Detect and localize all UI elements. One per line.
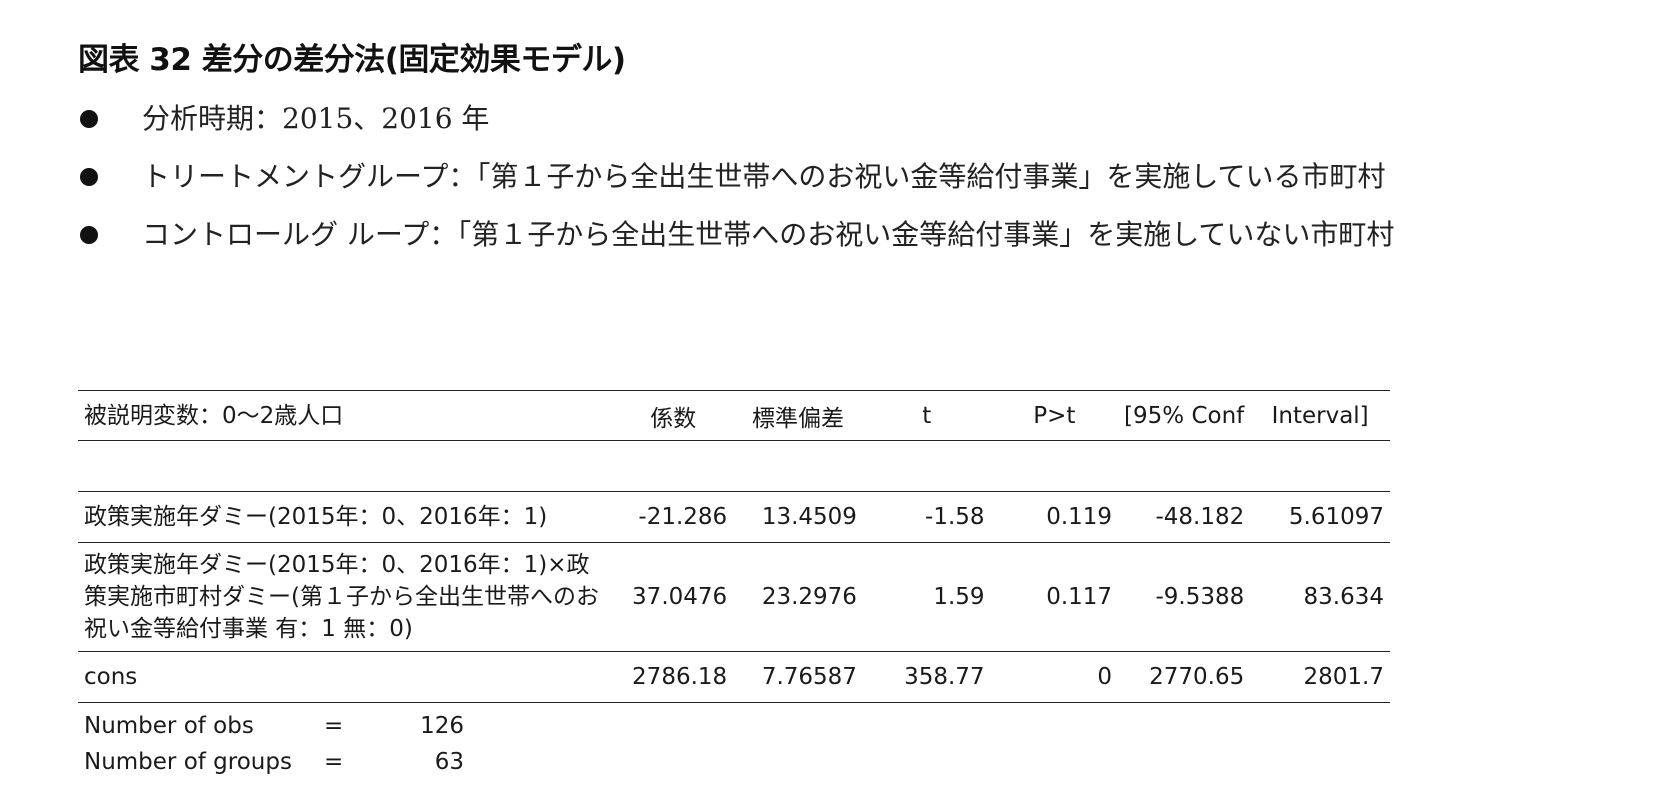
table-cell: 0.117: [990, 542, 1119, 652]
table-header-row: 被説明変数：0～2歳人口 係数 標準偏差 t P>t [95% Conf Int…: [78, 390, 1390, 441]
table-cell: 83.634: [1250, 542, 1390, 652]
stat-line: Number of groups = 63: [84, 744, 464, 780]
stat-equals: =: [324, 713, 344, 739]
table-cell: -21.286: [613, 491, 734, 543]
bullet-list: 分析時期：2015、2016 年 トリートメントグループ：「第１子から全出生世帯…: [78, 90, 1578, 264]
column-header: [95% Conf: [1118, 390, 1251, 441]
table-cell: 0.119: [990, 491, 1119, 543]
table-cell: 5.61097: [1250, 491, 1390, 543]
table-cell: 2786.18: [613, 651, 734, 703]
stat-label: Number of obs: [84, 713, 254, 739]
bullet-dot-icon: [80, 226, 98, 244]
column-header: 係数: [613, 390, 734, 441]
table-cell: 23.2976: [733, 542, 863, 652]
bullet-text: コントロールグ ループ：「第１子から全出生世帯へのお祝い金等給付事業」を実施して…: [142, 218, 1395, 251]
stat-label: Number of groups: [84, 749, 292, 775]
table-cell: 7.76587: [733, 651, 863, 703]
bullet-item: コントロールグ ループ：「第１子から全出生世帯へのお祝い金等給付事業」を実施して…: [78, 206, 1578, 264]
column-header: Interval]: [1250, 390, 1390, 441]
table-cell-label: 政策実施年ダミー(2015年：0、2016年：1)×政策実施市町村ダミー(第１子…: [78, 542, 614, 652]
stat-equals: =: [324, 749, 344, 775]
stat-value: 126: [420, 713, 464, 739]
table-row: 政策実施年ダミー(2015年：0、2016年：1) -21.286 13.450…: [78, 491, 1390, 543]
column-header: 標準偏差: [733, 390, 863, 441]
bullet-text: 分析時期：2015、2016 年: [142, 102, 490, 135]
stat-value: 63: [434, 749, 464, 775]
table-cell: -48.182: [1118, 491, 1251, 543]
table-cell-label: 政策実施年ダミー(2015年：0、2016年：1): [78, 491, 614, 543]
table-spacer-row: [78, 440, 1390, 492]
bullet-dot-icon: [80, 168, 98, 186]
table-cell: 37.0476: [613, 542, 734, 652]
table-cell: 13.4509: [733, 491, 863, 543]
bullet-item: 分析時期：2015、2016 年: [78, 90, 1578, 148]
table-row: cons 2786.18 7.76587 358.77 0 2770.65 28…: [78, 651, 1390, 703]
bullet-text: トリートメントグループ：「第１子から全出生世帯へのお祝い金等給付事業」を実施して…: [142, 160, 1386, 193]
regression-table: 被説明変数：0～2歳人口 係数 標準偏差 t P>t [95% Conf Int…: [78, 390, 1390, 703]
table-cell: 2801.7: [1250, 651, 1390, 703]
column-header: t: [862, 390, 991, 441]
table-row: 政策実施年ダミー(2015年：0、2016年：1)×政策実施市町村ダミー(第１子…: [78, 542, 1390, 652]
model-stats: Number of obs = 126 Number of groups = 63: [84, 708, 464, 780]
table-cell: -1.58: [862, 491, 991, 543]
table-cell: 0: [990, 651, 1119, 703]
column-header: P>t: [990, 390, 1119, 441]
figure-title: 図表 32 差分の差分法(固定効果モデル): [78, 42, 626, 78]
table-cell-label: cons: [78, 651, 614, 703]
bullet-item: トリートメントグループ：「第１子から全出生世帯へのお祝い金等給付事業」を実施して…: [78, 148, 1578, 206]
table-cell: 358.77: [862, 651, 991, 703]
column-header: 被説明変数：0～2歳人口: [78, 390, 614, 441]
table-cell: -9.5388: [1118, 542, 1251, 652]
table-cell: 1.59: [862, 542, 991, 652]
bullet-dot-icon: [80, 110, 98, 128]
stat-line: Number of obs = 126: [84, 708, 464, 744]
table-cell: 2770.65: [1118, 651, 1251, 703]
